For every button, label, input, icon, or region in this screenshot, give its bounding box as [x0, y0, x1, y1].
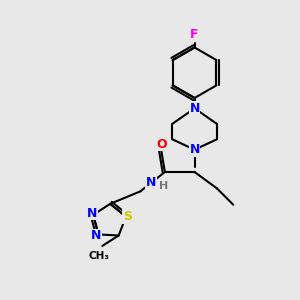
Text: N: N [189, 102, 200, 115]
Text: O: O [156, 138, 166, 151]
Text: N: N [91, 230, 101, 242]
Text: H: H [159, 181, 168, 191]
Text: N: N [146, 176, 156, 189]
Text: S: S [123, 210, 132, 223]
Text: N: N [189, 143, 200, 156]
Text: F: F [190, 28, 199, 41]
Text: CH₃: CH₃ [89, 251, 110, 261]
Text: N: N [86, 207, 97, 220]
